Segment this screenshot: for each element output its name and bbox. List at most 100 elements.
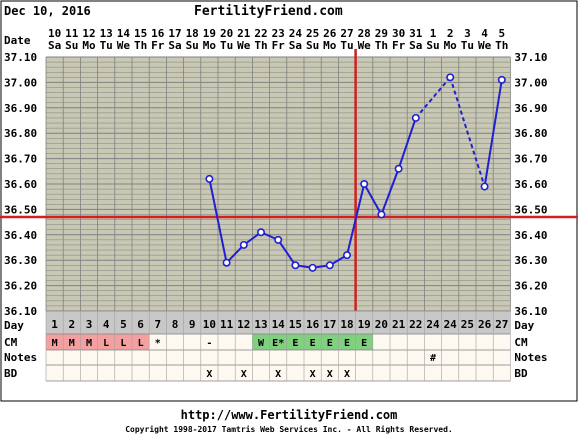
cm-cell-menstrual: [80, 334, 98, 350]
cycle-day-label: 17: [323, 318, 336, 331]
temp-point: [205, 174, 214, 183]
cycle-day-label: 14: [272, 318, 286, 331]
note-mark: #: [430, 353, 436, 364]
y-tick-right: 37.00: [514, 76, 547, 89]
weekday-label: Th: [254, 39, 267, 52]
weekday-label: Mo: [444, 39, 458, 52]
date-label: 5: [498, 27, 505, 40]
cm-label-left: CM: [4, 336, 18, 349]
date-label: 14: [117, 27, 131, 40]
date-label: 30: [392, 27, 405, 40]
date-label: 25: [306, 27, 319, 40]
cycle-day-label: 8: [172, 318, 179, 331]
weekday-label: Tu: [461, 39, 474, 52]
weekday-label: Sa: [409, 39, 422, 52]
temp-point: [394, 164, 403, 173]
date-label: 13: [100, 27, 113, 40]
y-tick-right: 36.40: [514, 229, 547, 242]
notes-label-right: Notes: [514, 351, 547, 364]
day-row-label-left: Day: [4, 319, 24, 332]
temp-point: [342, 251, 351, 260]
weekday-label: Th: [495, 39, 508, 52]
date-label: 31: [409, 27, 423, 40]
cycle-day-label: 13: [254, 318, 267, 331]
date-label: 21: [237, 27, 251, 40]
cycle-day-label: 1: [51, 318, 58, 331]
y-tick-left: 36.80: [4, 127, 37, 140]
cm-value: M: [86, 338, 92, 349]
date-label: 16: [151, 27, 165, 40]
cm-cell-menstrual: [132, 334, 150, 350]
cm-value: L: [138, 338, 144, 349]
cm-cell-menstrual: [63, 334, 81, 350]
cm-cell-eggwhite: [286, 334, 304, 350]
weekday-label: We: [478, 39, 492, 52]
y-tick-right: 36.50: [514, 203, 547, 216]
series-line: [397, 117, 417, 170]
cm-cell-eggwhite: [338, 334, 356, 350]
cycle-day-label: 11: [220, 318, 234, 331]
cycle-day-label: 27: [495, 318, 508, 331]
cm-cell-eggwhite: [355, 334, 373, 350]
date-label: 28: [358, 27, 371, 40]
weekday-label: Mo: [323, 39, 337, 52]
y-tick-right: 36.80: [514, 127, 547, 140]
cm-cell-eggwhite: [304, 334, 322, 350]
temp-point: [325, 261, 334, 270]
weekday-label: Mo: [203, 39, 217, 52]
date-label: 11: [65, 27, 79, 40]
cycle-day-label: 4: [103, 318, 110, 331]
weekday-label: We: [237, 39, 251, 52]
cm-value: *: [155, 338, 161, 349]
y-tick-right: 36.10: [514, 305, 547, 318]
date-label: 10: [48, 27, 61, 40]
cycle-day-label: 20: [375, 318, 388, 331]
date-label: 27: [340, 27, 353, 40]
date-label: 17: [168, 27, 181, 40]
cycle-day-label: 7: [154, 318, 161, 331]
cm-value: L: [103, 338, 109, 349]
footer-copyright: Copyright 1998-2017 Tamtris Web Services…: [125, 424, 453, 434]
y-tick-right: 36.20: [514, 280, 547, 293]
temp-point: [377, 210, 386, 219]
cycle-day-label: 18: [340, 318, 353, 331]
weekday-label: Fr: [272, 39, 286, 52]
y-tick-right: 36.90: [514, 102, 547, 115]
day-row-label-right: Day: [514, 319, 534, 332]
date-label: 19: [203, 27, 216, 40]
cycle-day-label: 5: [120, 318, 127, 331]
date-label: 29: [375, 27, 388, 40]
series-line: [346, 183, 366, 256]
cycle-day-label: 2: [68, 318, 75, 331]
cycle-day-label: 25: [461, 318, 474, 331]
cm-value: E: [292, 338, 298, 349]
bd-mark: X: [241, 369, 247, 380]
chart-date: Dec 10, 2016: [4, 4, 91, 18]
cm-cell-menstrual: [114, 334, 132, 350]
date-label: 3: [464, 27, 471, 40]
date-label: 2: [447, 27, 454, 40]
date-label: 15: [134, 27, 147, 40]
notes-label-left: Notes: [4, 351, 37, 364]
cm-value: E: [327, 338, 333, 349]
brand-title: FertilityFriend.com: [194, 4, 343, 19]
weekday-label: We: [358, 39, 372, 52]
weekday-label: Sa: [289, 39, 302, 52]
cm-value: E: [310, 338, 316, 349]
series-line: [483, 79, 503, 187]
weekday-label: Tu: [100, 39, 113, 52]
series-line: [449, 77, 486, 187]
cycle-day-label: 19: [358, 318, 371, 331]
bd-mark: X: [275, 369, 281, 380]
bd-mark: X: [206, 369, 212, 380]
temp-point: [497, 75, 506, 84]
series-line: [225, 244, 245, 264]
cycle-day-label: 22: [409, 318, 422, 331]
temp-point: [411, 113, 420, 122]
temp-point: [446, 73, 455, 82]
bd-label-left: BD: [4, 367, 18, 380]
y-tick-left: 36.30: [4, 254, 37, 267]
weekday-label: Fr: [392, 39, 406, 52]
y-tick-left: 36.70: [4, 153, 37, 166]
